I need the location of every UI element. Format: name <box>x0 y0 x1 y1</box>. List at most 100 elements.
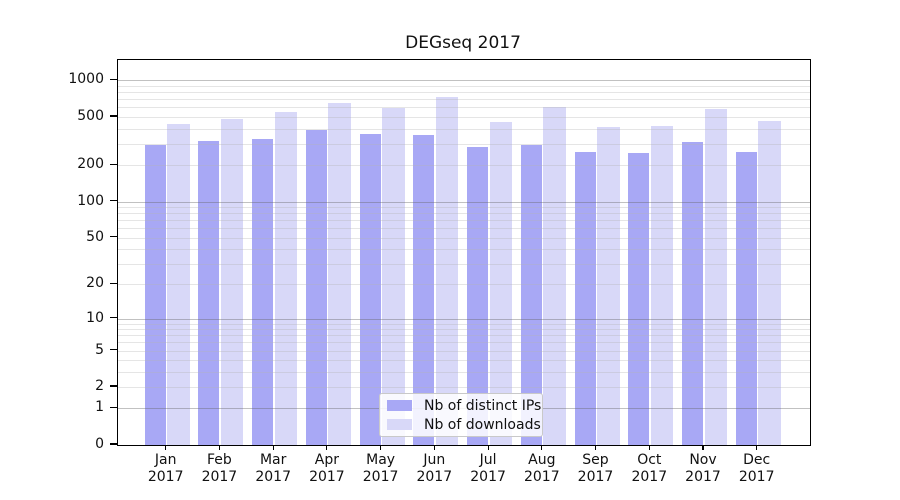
bar-distinct-ips-sep <box>574 151 596 445</box>
x-axis-year-label: 2017 <box>255 469 291 485</box>
bar-downloads-jul <box>489 122 513 445</box>
y-axis-tick <box>110 163 117 165</box>
y-axis-tick-label: 500 <box>77 108 104 124</box>
bar-downloads-oct <box>650 126 674 445</box>
x-axis-tick-label: Apr 2017 <box>295 452 359 486</box>
gridline-major <box>118 80 810 82</box>
y-axis-tick-label: 10 <box>86 309 104 326</box>
y-axis-tick-label: 2 <box>95 378 104 394</box>
gridline-minor <box>118 128 810 130</box>
x-axis-month-label: Oct <box>637 452 662 468</box>
gridline-minor <box>118 86 810 87</box>
legend: Nb of distinct IPs Nb of downloads <box>379 393 543 437</box>
y-axis-tick <box>110 316 117 319</box>
x-axis-tick-label: Dec 2017 <box>725 452 789 486</box>
x-axis-tick <box>648 445 650 451</box>
x-axis-month-label: Aug <box>528 452 556 468</box>
bar-distinct-ips-jun <box>413 135 435 445</box>
bar-distinct-ips-jan <box>144 144 166 445</box>
x-axis-tick <box>380 445 382 451</box>
x-axis-tick <box>756 445 758 451</box>
x-axis-tick-label: Jan 2017 <box>134 452 198 486</box>
x-axis-year-label: 2017 <box>470 469 506 485</box>
gridline-minor <box>118 335 810 337</box>
x-axis-month-label: Dec <box>743 452 771 468</box>
bar-distinct-ips-dec <box>735 151 757 445</box>
y-axis-tick-label: 1 <box>95 399 104 416</box>
legend-swatch-distinct-ips-icon <box>387 400 412 411</box>
y-axis-tick <box>110 115 117 117</box>
gridline-minor <box>118 360 810 362</box>
x-axis-tick-label: Nov 2017 <box>671 452 735 486</box>
bar-distinct-ips-nov <box>682 142 703 445</box>
y-axis-tick <box>110 385 117 387</box>
legend-label-downloads: Nb of downloads <box>424 416 541 433</box>
gridline-minor <box>118 342 810 344</box>
gridline-minor <box>118 92 810 94</box>
bar-distinct-ips-feb <box>198 141 220 445</box>
bar-downloads-jun <box>435 97 459 445</box>
y-axis-tick <box>110 199 117 202</box>
x-axis-year-label: 2017 <box>416 469 453 485</box>
x-axis-month-label: May <box>366 452 396 468</box>
x-axis-year-label: 2017 <box>523 469 560 485</box>
x-axis-month-label: Jul <box>479 452 497 468</box>
y-axis-tick-label: 5 <box>95 341 104 358</box>
y-axis-tick <box>110 406 117 408</box>
gridline-minor <box>118 263 810 265</box>
bar-downloads-mar <box>274 111 298 445</box>
x-axis-year-label: 2017 <box>685 469 721 485</box>
plot-area: Nb of distinct IPs Nb of downloads <box>117 59 811 446</box>
x-axis-tick <box>594 445 597 451</box>
x-axis-year-label: 2017 <box>147 469 184 485</box>
x-axis-year-label: 2017 <box>201 469 238 485</box>
y-axis-tick-label: 1000 <box>68 71 104 88</box>
gridline-minor <box>118 284 810 286</box>
x-axis-month-label: Apr <box>314 452 339 468</box>
gridline-minor <box>118 249 810 250</box>
legend-item-downloads: Nb of downloads <box>380 417 542 433</box>
y-axis-tick-label: 200 <box>77 156 104 173</box>
legend-swatch-downloads-icon <box>387 419 412 430</box>
gridline-minor <box>118 165 810 167</box>
gridline-major <box>118 201 810 203</box>
bar-distinct-ips-may <box>359 134 381 445</box>
gridline-minor <box>118 329 810 331</box>
y-axis-tick-label: 20 <box>86 275 104 292</box>
bar-distinct-ips-aug <box>520 145 542 445</box>
y-axis-tick <box>110 282 117 284</box>
gridline-minor <box>118 99 810 101</box>
gridline-minor <box>118 371 810 373</box>
gridline-minor <box>118 107 810 109</box>
gridline-minor <box>118 143 810 145</box>
gridline-major <box>118 318 810 320</box>
x-axis-month-label: Jan <box>154 452 177 468</box>
x-axis-tick-label: Jul 2017 <box>456 452 520 486</box>
bar-downloads-dec <box>758 120 781 445</box>
gridline-minor <box>118 117 810 118</box>
x-axis-tick-label: Sep 2017 <box>564 452 628 486</box>
gridline-minor <box>118 220 810 222</box>
x-axis-year-label: 2017 <box>577 469 614 485</box>
legend-item-distinct-ips: Nb of distinct IPs <box>380 398 542 414</box>
bar-downloads-nov <box>704 109 727 445</box>
x-axis-tick-label: Jun 2017 <box>402 452 466 486</box>
bar-downloads-sep <box>597 127 620 445</box>
chart-title: DEGseq 2017 <box>405 33 521 53</box>
x-axis-tick-label: Feb 2017 <box>187 452 251 486</box>
gridline-minor <box>118 228 810 230</box>
y-axis-tick <box>110 443 117 445</box>
x-axis-tick <box>218 445 220 451</box>
y-axis-tick-label: 0 <box>95 436 104 452</box>
x-axis-tick <box>272 445 274 451</box>
y-axis-tick <box>110 348 117 351</box>
x-axis-tick <box>487 445 489 451</box>
x-axis-tick <box>433 445 435 451</box>
x-axis-tick-label: Oct 2017 <box>617 452 681 486</box>
gridline-minor <box>118 387 810 388</box>
x-axis-tick-label: May 2017 <box>349 452 413 486</box>
x-axis-tick <box>702 445 704 451</box>
x-axis-tick <box>541 445 543 451</box>
bar-downloads-aug <box>543 107 566 445</box>
bar-downloads-feb <box>220 118 244 445</box>
